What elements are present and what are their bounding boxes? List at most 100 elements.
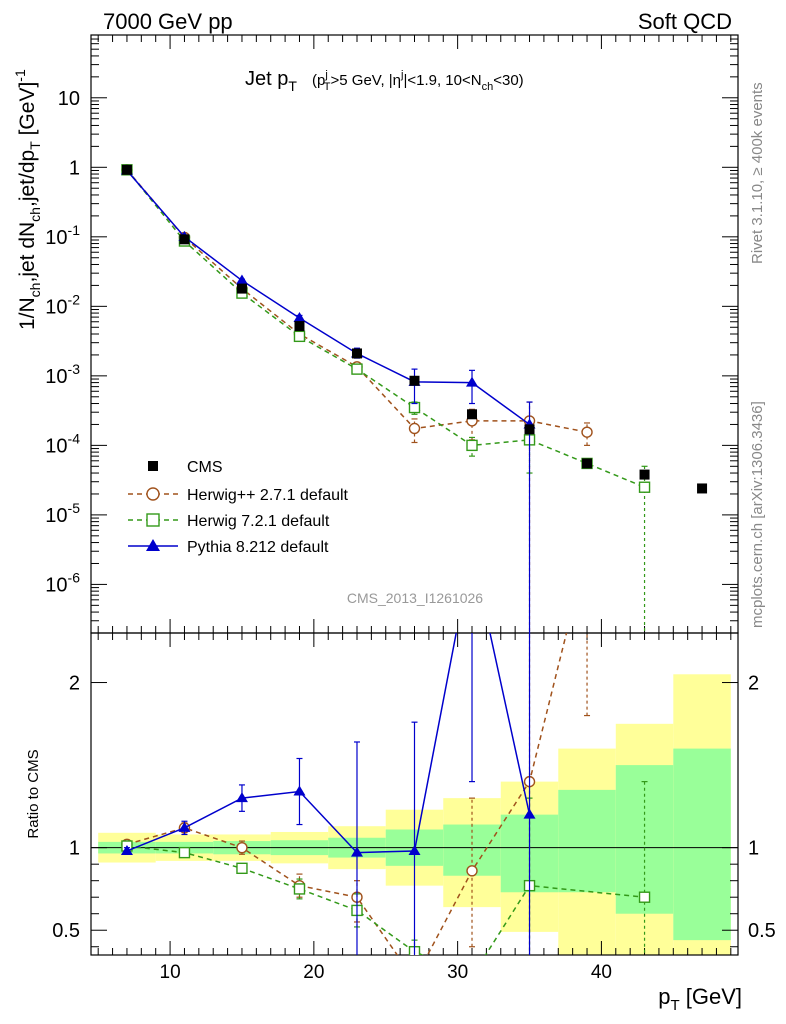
- legend-item: Herwig 7.2.1 default: [128, 513, 330, 530]
- marker-square: [293, 330, 306, 343]
- marker-cms: [524, 424, 535, 435]
- x-tick-label: 10: [160, 962, 181, 983]
- legend-label: Herwig++ 2.7.1 default: [187, 487, 349, 504]
- marker-triangle: [466, 376, 479, 387]
- y-tick-label: 10-4: [45, 430, 80, 457]
- marker-triangle: [523, 808, 536, 819]
- marker-square: [146, 513, 160, 527]
- title-cuts: (pj T>5 GeV, |ηj|<1.9, 10<Nch<30): [312, 69, 524, 93]
- marker-cms: [148, 461, 158, 471]
- ratio-tick-label-right: 0.5: [748, 920, 776, 942]
- ratio-line: [126, 633, 531, 854]
- marker-triangle: [120, 844, 133, 855]
- marker-square: [467, 971, 477, 981]
- marker-triangle: [350, 846, 363, 857]
- marker-cms: [236, 283, 247, 294]
- marker-cms: [294, 321, 305, 332]
- x-tick-label: 30: [447, 962, 468, 983]
- ratio-y-axis-label: Ratio to CMS: [25, 749, 42, 838]
- series-herwig-2-7-1-default: [121, 164, 593, 633]
- marker-square: [236, 862, 248, 875]
- axis-ticks: [91, 34, 738, 955]
- band-inner: [558, 789, 616, 893]
- x-tick-label: 40: [591, 962, 612, 983]
- ratio-line: [126, 845, 645, 955]
- ratio-uncertainty-bands: [98, 674, 731, 955]
- y-tick-label: 10-5: [45, 500, 80, 527]
- legend-label: Herwig 7.2.1 default: [187, 513, 330, 530]
- plot-title: Jet pT (pj T>5 GeV, |ηj|<1.9, 10<Nch<30): [245, 68, 524, 94]
- marker-triangle: [235, 792, 248, 803]
- ratio-tick-label-left: 0.5: [52, 920, 80, 942]
- marker-triangle: [293, 311, 306, 322]
- marker-triangle: [408, 844, 421, 855]
- analysis-id: CMS_2013_I1261026: [347, 590, 483, 606]
- marker-cms: [639, 469, 650, 480]
- marker-triangle: [293, 785, 306, 796]
- ratio-tick-label-left: 2: [69, 673, 80, 695]
- axis-tick-labels: 10 20 30 40 10-6 10-5 10-4 10-3 10-2 10-1 1 10 0.5 0.…: [45, 88, 776, 983]
- marker-cms: [409, 375, 420, 386]
- series-line: [126, 169, 588, 433]
- legend-label: CMS: [187, 459, 223, 476]
- marker-circle: [408, 422, 421, 435]
- y-tick-label: 10-2: [45, 291, 80, 318]
- series-herwig-7-2-1-default: [121, 164, 651, 633]
- title-main-sub: T: [288, 78, 297, 94]
- ratio-tick-label-right: 1: [748, 838, 759, 860]
- title-main: Jet p: [245, 68, 288, 90]
- y-tick-label: 10-1: [45, 222, 80, 249]
- band-inner: [673, 748, 731, 941]
- ratio-line: [126, 633, 568, 955]
- y-axis-label: 1/Nch,jet dNch,jet/dpT [GeV]-1: [12, 69, 43, 330]
- y-tick-label: 10-6: [45, 569, 80, 596]
- marker-square: [638, 891, 651, 903]
- marker-square: [638, 481, 651, 493]
- marker-triangle: [146, 539, 160, 551]
- y-tick-label: 10: [58, 88, 80, 110]
- marker-triangle: [466, 544, 478, 554]
- ratio-tick-label-right: 2: [748, 673, 759, 695]
- main-series: [120, 164, 708, 633]
- marker-cms: [697, 483, 708, 494]
- header-left: 7000 GeV pp: [103, 9, 233, 34]
- marker-circle: [466, 865, 478, 877]
- mcplots-label: mcplots.cern.ch [arXiv:1306.3436]: [749, 401, 766, 628]
- marker-circle: [582, 545, 592, 555]
- marker-circle: [581, 426, 593, 438]
- svg-text:Jet pT: Jet pT: [245, 68, 297, 94]
- ratio-tick-label-left: 1: [69, 838, 80, 860]
- x-tick-label: 20: [303, 962, 324, 983]
- legend-item: Pythia 8.212 default: [128, 539, 329, 556]
- series-line: [126, 169, 645, 488]
- legend-item: Herwig++ 2.7.1 default: [128, 487, 349, 504]
- marker-square: [293, 883, 306, 895]
- series-pythia-8-212-default: [120, 164, 536, 633]
- marker-square: [466, 439, 478, 452]
- marker-circle: [236, 841, 248, 854]
- x-axis-label: pT [GeV]: [658, 984, 742, 1014]
- marker-circle: [146, 487, 160, 501]
- marker-triangle: [235, 274, 248, 285]
- legend: CMS Herwig++ 2.7.1 default Herwig 7.2.1 de…: [128, 459, 349, 556]
- marker-square: [178, 846, 191, 859]
- marker-cms: [351, 348, 362, 359]
- marker-cms: [582, 458, 593, 469]
- legend-label: Pythia 8.212 default: [187, 539, 329, 556]
- ratio-series-pythia-8-212-default: [120, 544, 536, 955]
- rivet-label: Rivet 3.1.10, ≥ 400k events: [749, 82, 766, 264]
- y-tick-label: 1: [69, 157, 80, 179]
- series-line: [126, 169, 530, 426]
- marker-cms: [467, 409, 478, 420]
- header-right: Soft QCD: [638, 9, 732, 34]
- marker-circle: [410, 975, 420, 985]
- y-tick-label: 10-3: [45, 361, 80, 388]
- ratio-series: [120, 544, 651, 985]
- series-cms: [121, 164, 708, 494]
- marker-cms: [121, 164, 132, 175]
- marker-triangle: [178, 821, 191, 832]
- marker-cms: [179, 234, 190, 245]
- marker-square: [351, 363, 363, 375]
- legend-item: CMS: [148, 459, 223, 476]
